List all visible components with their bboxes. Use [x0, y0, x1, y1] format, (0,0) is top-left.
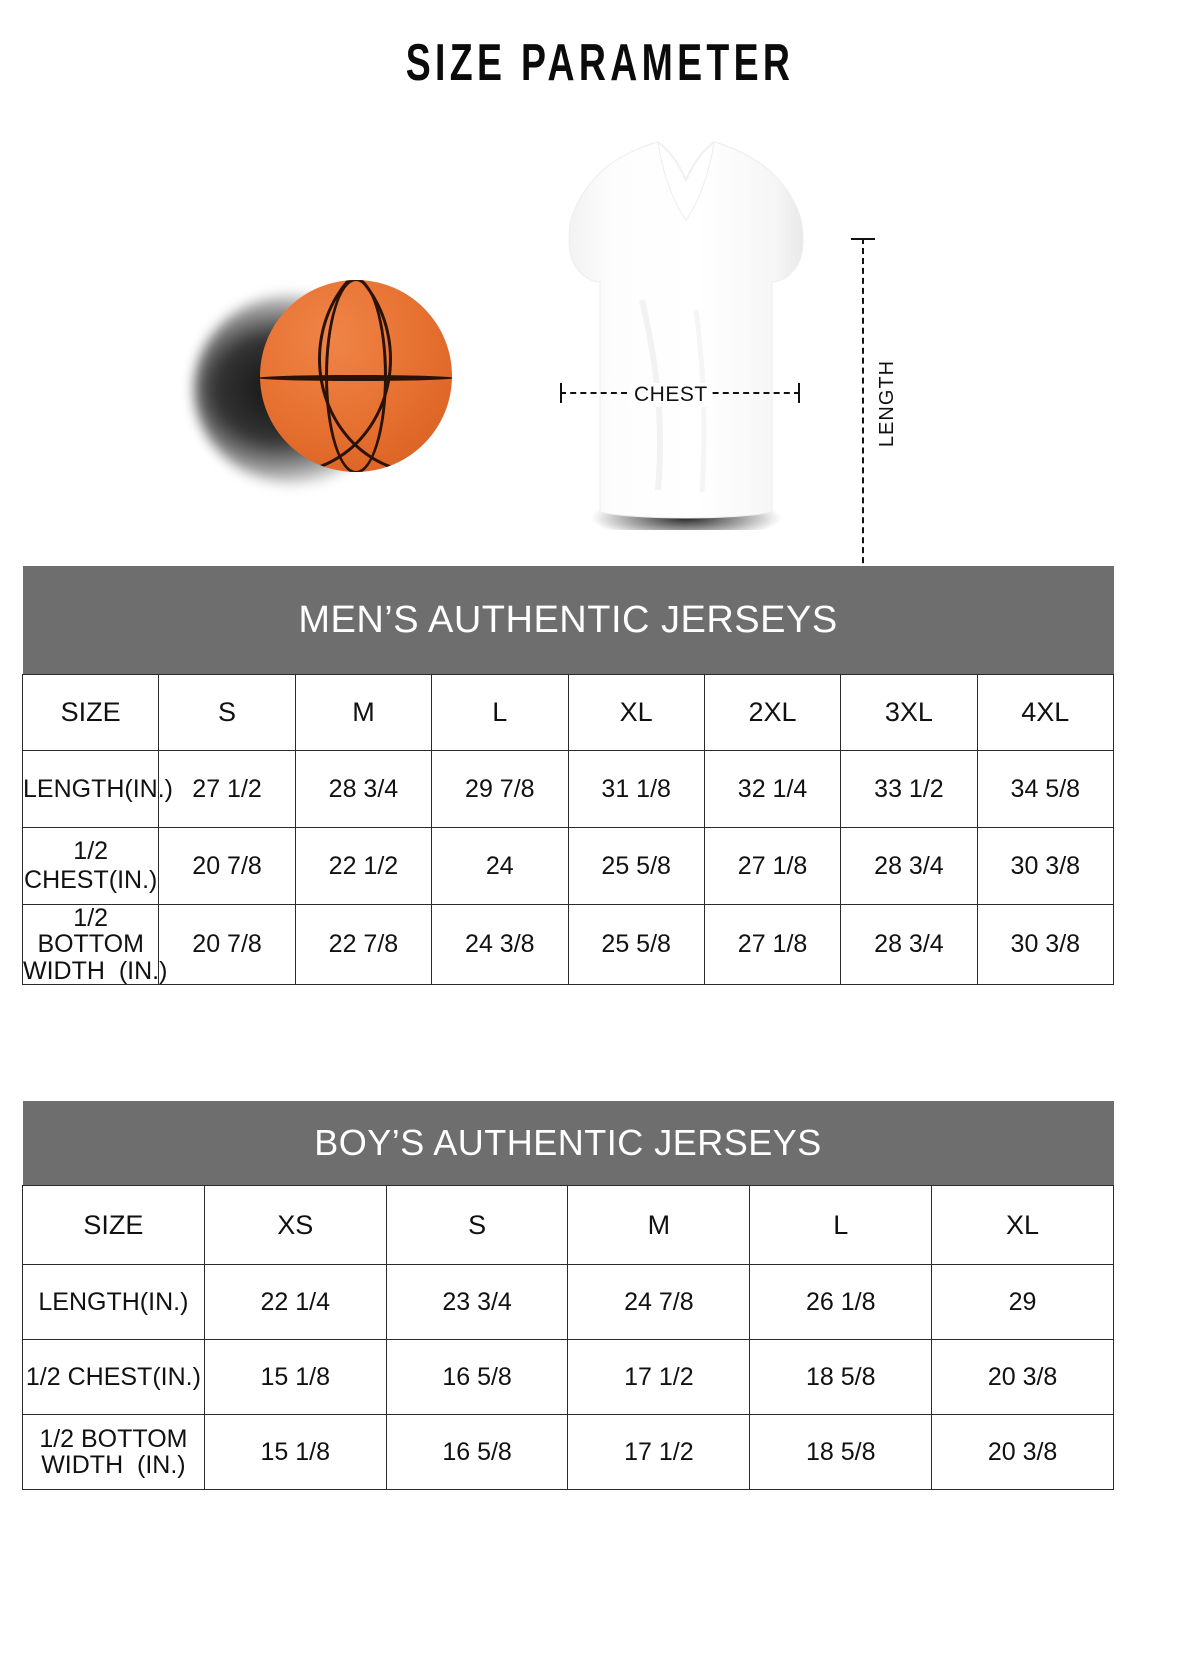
table-row: 1/2 BOTTOM WIDTH (IN.) 15 1/8 16 5/8 17 …: [22, 1414, 1114, 1490]
table-row: 1/2 CHEST(IN.) 20 7/8 22 1/2 24 25 5/8 2…: [21, 827, 1115, 905]
jersey-illustration: [546, 120, 826, 530]
chest-tick-right: [798, 383, 800, 403]
row-label-line2: WIDTH (IN.): [41, 1451, 186, 1479]
boys-table-banner: BOY’S AUTHENTIC JERSEYS: [22, 1101, 1114, 1186]
cell-chest-l: 18 5/8: [749, 1339, 933, 1415]
cell-bottom-3xl: 28 3/4: [840, 904, 978, 985]
column-header-xl: XL: [567, 674, 705, 751]
column-header-size: SIZE: [21, 674, 160, 751]
mens-size-table: MEN’S AUTHENTIC JERSEYS SIZE S M L XL 2X…: [21, 566, 1115, 985]
cell-length-xl: 31 1/8: [567, 750, 705, 828]
row-label-half-chest: 1/2 CHEST(IN.): [21, 827, 160, 905]
basketball-icon: [260, 280, 452, 472]
cell-chest-xl: 25 5/8: [567, 827, 705, 905]
cell-chest-l: 24: [431, 827, 569, 905]
cell-chest-3xl: 28 3/4: [840, 827, 978, 905]
cell-length-l: 29 7/8: [431, 750, 569, 828]
cell-bottom-4xl: 30 3/8: [976, 904, 1115, 985]
cell-length-s: 23 3/4: [385, 1264, 569, 1340]
cell-chest-m: 22 1/2: [294, 827, 433, 905]
table-row: LENGTH(IN.) 22 1/4 23 3/4 24 7/8 26 1/8 …: [22, 1264, 1114, 1340]
length-dashed-line: [862, 238, 864, 623]
table-banner-row: BOY’S AUTHENTIC JERSEYS: [22, 1101, 1114, 1186]
cell-bottom-m: 22 7/8: [294, 904, 433, 985]
cell-length-2xl: 32 1/4: [703, 750, 842, 828]
cell-chest-xs: 15 1/8: [203, 1339, 387, 1415]
basketball-illustration: [194, 280, 458, 500]
row-label-line2: WIDTH (IN.): [23, 956, 168, 985]
cell-length-s: 27 1/2: [158, 750, 296, 828]
chest-label: CHEST: [630, 383, 712, 407]
page-title: SIZE PARAMETER: [405, 34, 795, 92]
column-header-size: SIZE: [22, 1185, 205, 1265]
boys-size-table: BOY’S AUTHENTIC JERSEYS SIZE XS S M L XL…: [22, 1101, 1114, 1490]
table-header-row: SIZE S M L XL 2XL 3XL 4XL: [21, 674, 1115, 751]
cell-length-xs: 22 1/4: [203, 1264, 387, 1340]
cell-bottom-s: 20 7/8: [158, 904, 296, 985]
column-header-l: L: [431, 674, 569, 751]
cell-length-xl: 29: [931, 1264, 1114, 1340]
cell-chest-xl: 20 3/8: [931, 1339, 1114, 1415]
column-header-3xl: 3XL: [840, 674, 978, 751]
table-row: 1/2 CHEST(IN.) 15 1/8 16 5/8 17 1/2 18 5…: [22, 1339, 1114, 1415]
cell-bottom-l: 18 5/8: [749, 1414, 933, 1490]
row-label-line1: 1/2 BOTTOM: [37, 904, 144, 959]
column-header-s: S: [158, 674, 296, 751]
cell-length-4xl: 34 5/8: [976, 750, 1115, 828]
column-header-l: L: [749, 1185, 933, 1265]
row-label-line1: 1/2 BOTTOM: [39, 1424, 188, 1453]
cell-bottom-2xl: 27 1/8: [703, 904, 842, 985]
cell-chest-s: 20 7/8: [158, 827, 296, 905]
row-label-half-bottom-width: 1/2 BOTTOM WIDTH (IN.): [22, 1414, 205, 1490]
row-label-half-bottom-width: 1/2 BOTTOM WIDTH (IN.): [21, 904, 168, 985]
cell-chest-m: 17 1/2: [567, 1339, 751, 1415]
cell-chest-4xl: 30 3/8: [976, 827, 1115, 905]
row-label-half-chest: 1/2 CHEST(IN.): [22, 1339, 205, 1415]
cell-length-3xl: 33 1/2: [840, 750, 978, 828]
cell-bottom-m: 17 1/2: [567, 1414, 751, 1490]
column-header-xs: XS: [203, 1185, 387, 1265]
cell-length-l: 26 1/8: [749, 1264, 933, 1340]
cell-bottom-xl: 20 3/8: [931, 1414, 1114, 1490]
table-header-row: SIZE XS S M L XL: [22, 1185, 1114, 1265]
cell-bottom-xs: 15 1/8: [203, 1414, 387, 1490]
table-row: 1/2 BOTTOM WIDTH (IN.) 20 7/8 22 7/8 24 …: [21, 904, 1115, 985]
column-header-4xl: 4XL: [976, 674, 1115, 751]
mens-table-banner: MEN’S AUTHENTIC JERSEYS: [22, 566, 1114, 675]
table-banner-row: MEN’S AUTHENTIC JERSEYS: [22, 566, 1114, 675]
column-header-2xl: 2XL: [703, 674, 842, 751]
column-header-s: S: [385, 1185, 569, 1265]
column-header-m: M: [567, 1185, 751, 1265]
product-illustration: CHEST LENGTH: [0, 110, 1200, 623]
row-label-length: LENGTH(IN.): [21, 750, 173, 828]
cell-bottom-s: 16 5/8: [385, 1414, 569, 1490]
cell-length-m: 24 7/8: [567, 1264, 751, 1340]
jersey-icon: [568, 141, 804, 530]
cell-chest-2xl: 27 1/8: [703, 827, 842, 905]
column-header-m: M: [294, 674, 433, 751]
cell-bottom-l: 24 3/8: [431, 904, 569, 985]
table-row: LENGTH(IN.) 27 1/2 28 3/4 29 7/8 31 1/8 …: [21, 750, 1115, 828]
cell-chest-s: 16 5/8: [385, 1339, 569, 1415]
cell-bottom-xl: 25 5/8: [567, 904, 705, 985]
row-label-length: LENGTH(IN.): [22, 1264, 205, 1340]
cell-length-m: 28 3/4: [294, 750, 433, 828]
column-header-xl: XL: [931, 1185, 1114, 1265]
length-label: LENGTH: [872, 357, 904, 450]
